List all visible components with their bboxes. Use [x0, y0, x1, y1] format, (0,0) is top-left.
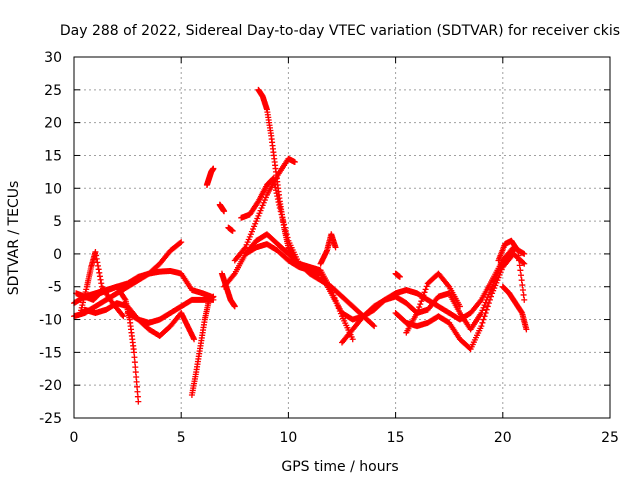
series-track-8: [203, 165, 217, 188]
x-tick-label: 20: [494, 430, 512, 446]
y-tick-label: 5: [53, 214, 62, 230]
y-tick-label: 20: [44, 116, 62, 132]
series-track-4: [77, 248, 127, 320]
series-markers: [495, 237, 528, 303]
y-tick-label: -20: [39, 378, 62, 394]
series-track-19: [392, 250, 528, 353]
series-track-16: [242, 231, 378, 330]
series-track-6: [124, 296, 217, 326]
series-track-7: [188, 293, 217, 399]
series-markers: [77, 248, 127, 320]
y-tick-label: 10: [44, 181, 62, 197]
series-markers: [124, 296, 217, 326]
y-axis-label: SDTVAR / TECUs: [6, 181, 22, 296]
data-marks: [71, 86, 530, 405]
x-tick-label: 10: [279, 430, 297, 446]
series-track-15: [238, 175, 356, 343]
series-markers: [225, 224, 236, 234]
axis-ticks: 0 5 10 15 20 25 30 25 20 15 10 5 0 -5 -10 -15 -20 -25: [39, 50, 619, 446]
chart-title: Day 288 of 2022, Sidereal Day-to-day VTE…: [60, 23, 620, 39]
y-tick-label: 15: [44, 148, 62, 164]
series-track-20: [403, 270, 463, 336]
series-markers: [242, 231, 378, 330]
series-markers: [499, 283, 530, 333]
series-markers: [392, 250, 528, 353]
y-tick-label: -5: [48, 280, 62, 296]
y-tick-label: -25: [39, 411, 62, 427]
series-track-21: [392, 270, 403, 280]
series-markers: [216, 201, 228, 215]
series-markers: [238, 175, 356, 343]
series-track-23: [495, 237, 528, 303]
y-tick-label: -15: [39, 345, 62, 361]
series-markers: [188, 293, 217, 399]
series-track-11: [225, 224, 236, 234]
x-tick-label: 5: [177, 430, 186, 446]
x-tick-label: 25: [601, 430, 619, 446]
series-track-17: [317, 231, 339, 267]
x-tick-label: 15: [387, 430, 405, 446]
series-markers: [392, 270, 403, 280]
x-axis-label: GPS time / hours: [281, 459, 398, 475]
series-markers: [339, 244, 528, 346]
y-tick-label: 0: [53, 247, 62, 263]
series-track-18: [339, 244, 528, 346]
series-markers: [403, 270, 463, 336]
y-tick-label: 25: [44, 83, 62, 99]
x-tick-label: 0: [70, 430, 79, 446]
y-tick-label: 30: [44, 50, 62, 66]
gridlines: [74, 57, 610, 418]
series-track-22: [499, 283, 530, 333]
plot-frame: [73, 56, 611, 419]
series-track-9: [216, 201, 228, 215]
series-markers: [203, 165, 217, 188]
series-markers: [317, 231, 339, 267]
y-tick-label: -10: [39, 313, 62, 329]
